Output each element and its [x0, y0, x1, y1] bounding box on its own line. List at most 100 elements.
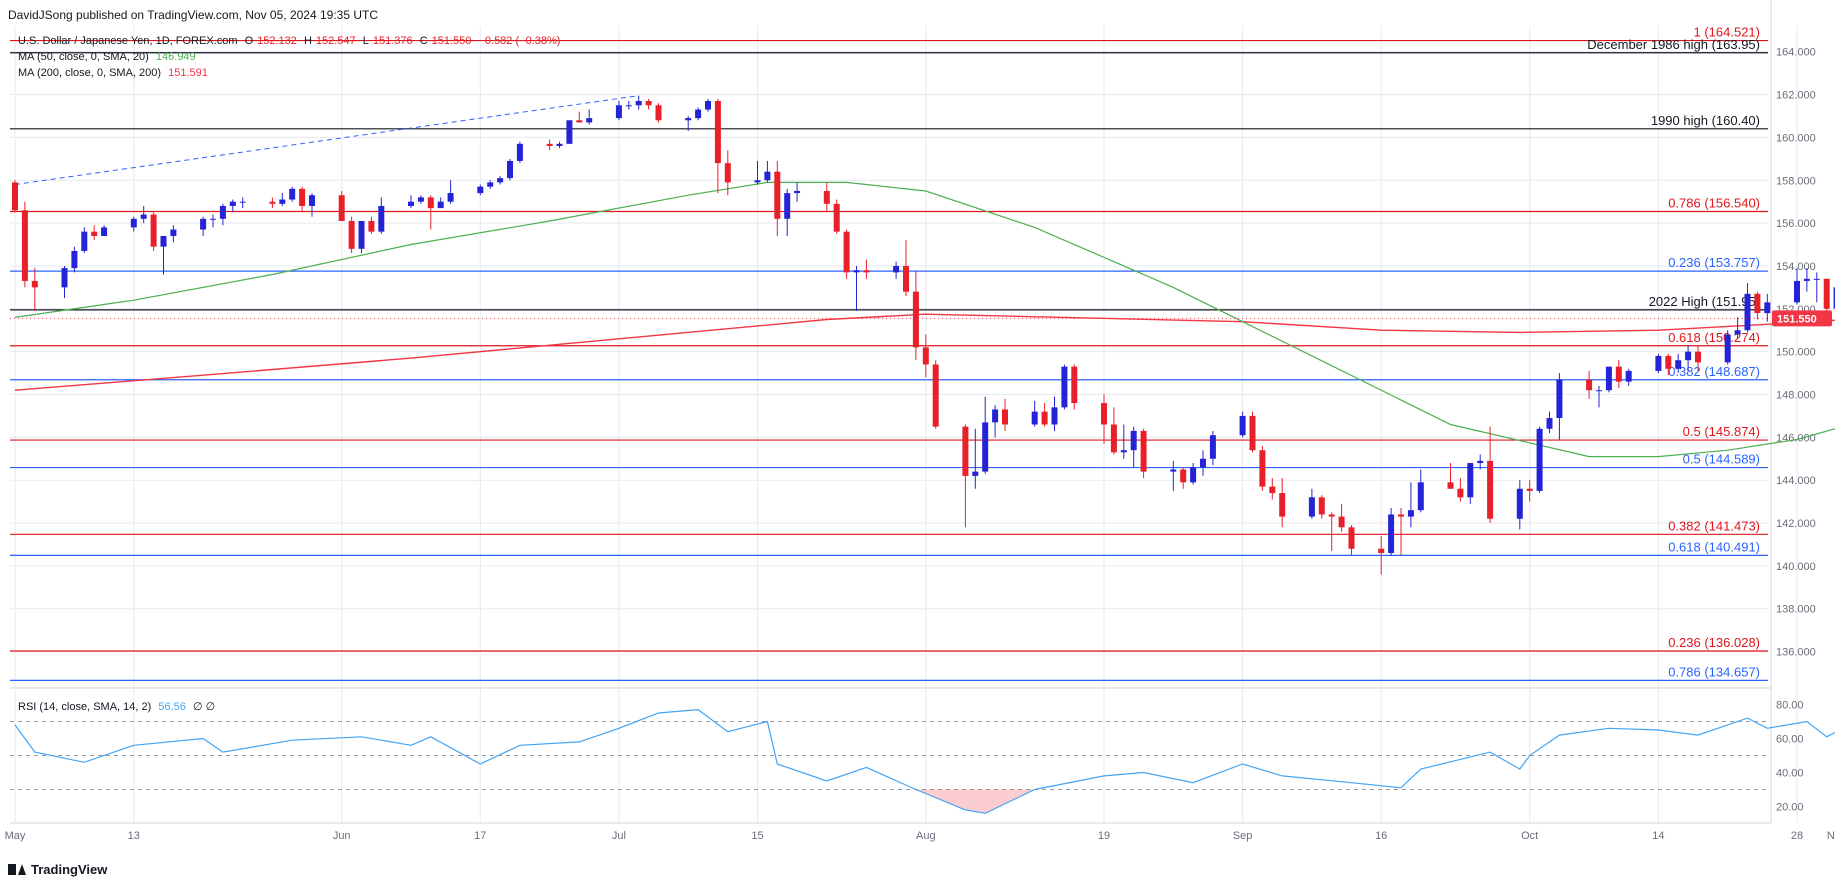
candle: [1675, 353, 1682, 374]
candle: [91, 225, 98, 241]
candle-body: [1101, 403, 1107, 425]
candle: [546, 139, 553, 151]
candle: [863, 259, 870, 279]
candle: [1655, 353, 1662, 374]
candle: [1417, 469, 1424, 513]
x-tick-label: 15: [751, 830, 763, 842]
candle: [1457, 478, 1464, 502]
candle: [477, 184, 484, 196]
candle-body: [1833, 287, 1835, 309]
candle: [427, 195, 434, 230]
candle: [1803, 268, 1810, 292]
candle: [853, 265, 860, 311]
ohlc-low: L 151.376: [362, 35, 413, 47]
candle-body: [546, 143, 553, 146]
candle: [1269, 478, 1276, 500]
candle: [1051, 396, 1058, 431]
trendline-dashed: [14, 95, 639, 186]
tradingview-brand[interactable]: TradingView: [8, 862, 107, 877]
rsi-value: 56.56: [158, 701, 186, 713]
candle-body: [1734, 330, 1741, 335]
candle: [210, 214, 216, 228]
candle: [81, 227, 88, 254]
candle: [556, 141, 563, 149]
candle: [1605, 366, 1612, 393]
candle: [1764, 293, 1771, 322]
candle-body: [309, 195, 315, 206]
candle: [101, 225, 108, 236]
ma50-value: 146.949: [155, 51, 196, 63]
candle-body: [447, 193, 454, 202]
candle: [982, 396, 989, 474]
rsi-legend[interactable]: RSI (14, close, SMA, 14, 2) 56.56 ∅ ∅: [18, 700, 219, 713]
candle: [378, 197, 385, 234]
candle-body: [1813, 278, 1820, 280]
candle-body: [1803, 278, 1810, 281]
symbol-legend[interactable]: U.S. Dollar / Japanese Yen, 1D, FOREX.co…: [18, 35, 564, 47]
rsi-tick-label: 80.00: [1776, 700, 1804, 712]
rsi-oversold-fill: [915, 789, 1035, 814]
candle-body: [685, 118, 692, 121]
candle-body: [427, 197, 434, 209]
candle: [576, 111, 583, 123]
candle: [12, 180, 18, 213]
candle: [447, 180, 454, 204]
ohlc-close: C 151.550: [419, 35, 472, 47]
candle: [1318, 495, 1325, 519]
candle: [625, 100, 632, 110]
candle-body: [1794, 280, 1800, 303]
candle-body: [1259, 450, 1266, 487]
candle-body: [507, 160, 513, 179]
last-price-tag: [1772, 310, 1832, 327]
candle: [1695, 345, 1701, 371]
rsi-line: [14, 708, 1835, 814]
candle: [635, 95, 642, 110]
candle-body: [1209, 435, 1216, 459]
candle: [972, 428, 979, 489]
candle: [794, 182, 801, 202]
candle: [130, 216, 137, 232]
candle-body: [1249, 415, 1256, 451]
y-tick-label: 140.000: [1776, 561, 1816, 573]
candle-body: [91, 231, 98, 236]
x-tick-label: May: [5, 830, 26, 842]
tradingview-logo-icon: [8, 864, 26, 875]
candle-body: [625, 105, 632, 107]
candle: [912, 270, 919, 361]
candle: [1130, 426, 1137, 468]
candle-body: [170, 229, 177, 236]
candle-body: [1724, 334, 1731, 363]
y-tick-label: 162.000: [1776, 90, 1816, 102]
candle: [992, 405, 999, 438]
ma200-legend[interactable]: MA (200, close, 0, SMA, 200) 151.591: [18, 67, 212, 79]
candle-body: [992, 409, 999, 423]
candle: [1071, 364, 1078, 410]
candle-body: [714, 100, 721, 164]
candle: [695, 107, 702, 121]
ohlc-change: −0.582 (−0.38%): [478, 35, 561, 47]
y-tick-label: 146.000: [1776, 432, 1816, 444]
candle: [1407, 482, 1414, 528]
ohlc-high: H 152.547: [303, 35, 356, 47]
candle-body: [784, 193, 791, 219]
ma50-legend[interactable]: MA (50, close, 0, SMA, 20) 146.949: [18, 51, 200, 63]
x-tick-label: Jul: [612, 830, 626, 842]
candle: [1110, 407, 1117, 455]
candle: [200, 216, 207, 236]
candle-body: [1655, 355, 1662, 371]
candle-body: [299, 188, 306, 206]
candle-body: [705, 100, 711, 110]
candle: [497, 175, 504, 185]
symbol-name: U.S. Dollar / Japanese Yen, 1D, FOREX.co…: [18, 35, 238, 47]
y-tick-label: 150.000: [1776, 347, 1816, 359]
candle-body: [1140, 430, 1147, 472]
ma50-line: [14, 181, 1835, 458]
y-tick-label: 144.000: [1776, 475, 1816, 487]
candle: [269, 197, 276, 209]
candle: [1120, 424, 1127, 459]
candle-body: [338, 195, 345, 221]
candle-body: [1398, 514, 1404, 517]
candle-body: [378, 205, 385, 232]
